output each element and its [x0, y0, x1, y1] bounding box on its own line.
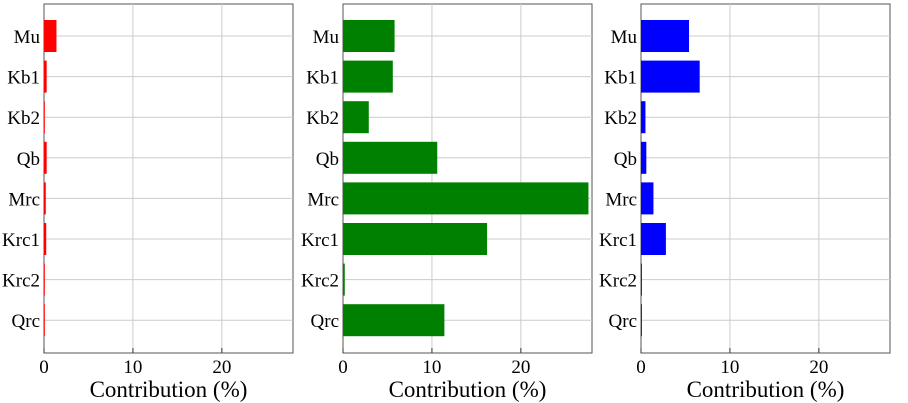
bar-qrc	[641, 304, 642, 337]
category-label: Krc2	[301, 271, 339, 292]
category-label: Mu	[14, 27, 41, 48]
bar-krc1	[44, 223, 47, 255]
axes-frame	[640, 3, 891, 354]
bar-krc2	[641, 263, 642, 296]
category-label: Mrc	[8, 189, 40, 210]
category-label: Qb	[316, 149, 339, 170]
x-tick-label: 10	[123, 357, 142, 378]
bar-qb	[44, 141, 47, 174]
bar-mu	[44, 20, 57, 52]
x-tick-label: 0	[636, 357, 646, 378]
x-tick-label: 10	[422, 357, 441, 378]
category-label: Qrc	[311, 311, 339, 332]
bar-kb1	[641, 60, 700, 93]
category-label: Qrc	[12, 311, 40, 332]
category-label: Mu	[611, 27, 638, 48]
bar-kb1	[343, 60, 393, 93]
bar-krc2	[44, 263, 45, 296]
bar-mrc	[343, 182, 589, 215]
category-label: Kb2	[7, 108, 40, 129]
axes-frame	[342, 3, 593, 354]
bar-krc2	[343, 263, 345, 296]
category-label: Krc2	[2, 271, 40, 292]
bar-kb2	[641, 101, 646, 134]
bar-qrc	[44, 304, 45, 337]
chart-panel-2: Mu Kb1 Kb2 Qb Mrc Krc1 Krc2 Qrc 0 10 20Contributio…	[301, 3, 593, 402]
category-label: Krc1	[599, 230, 637, 251]
x-tick-label: 10	[720, 357, 739, 378]
category-label: Kb1	[306, 68, 339, 89]
category-label: Mu	[313, 27, 340, 48]
bar-mu	[641, 20, 690, 52]
chart-panel-3: Mu Kb1 Kb2 Qb Mrc Krc1 Krc2 Qrc 0 10 20Contributio…	[599, 3, 891, 402]
bar-kb2	[44, 101, 45, 134]
bar-qb	[343, 141, 438, 174]
category-label: Kb2	[604, 108, 637, 129]
category-label: Mrc	[307, 189, 339, 210]
category-label: Kb1	[604, 68, 637, 89]
category-label: Krc1	[301, 230, 339, 251]
category-label: Qrc	[609, 311, 637, 332]
category-label: Krc2	[599, 271, 637, 292]
x-axis-label: Contribution (%)	[90, 377, 248, 402]
category-label: Mrc	[605, 189, 637, 210]
x-axis-label: Contribution (%)	[389, 377, 547, 402]
x-tick-label: 0	[39, 357, 49, 378]
x-axis-label: Contribution (%)	[687, 377, 845, 402]
bar-qrc	[343, 304, 445, 337]
category-label: Kb1	[7, 68, 40, 89]
category-label: Qb	[17, 149, 40, 170]
category-label: Krc1	[2, 230, 40, 251]
chart-panel-1: Mu Kb1 Kb2 Qb Mrc Krc1 Krc2 Qrc 0 10 20Contributio…	[2, 3, 294, 402]
x-tick-label: 20	[212, 357, 231, 378]
bar-kb2	[343, 101, 369, 134]
category-label: Kb2	[306, 108, 339, 129]
category-label: Qb	[614, 149, 637, 170]
x-tick-label: 20	[809, 357, 828, 378]
x-tick-label: 20	[511, 357, 530, 378]
bar-krc1	[641, 223, 666, 255]
bar-qb	[641, 141, 647, 174]
bar-krc1	[343, 223, 488, 255]
x-tick-label: 0	[338, 357, 348, 378]
bar-mu	[343, 20, 395, 52]
bar-mrc	[44, 182, 46, 215]
axes-frame	[43, 3, 294, 354]
bar-mrc	[641, 182, 654, 215]
bar-kb1	[44, 60, 47, 93]
